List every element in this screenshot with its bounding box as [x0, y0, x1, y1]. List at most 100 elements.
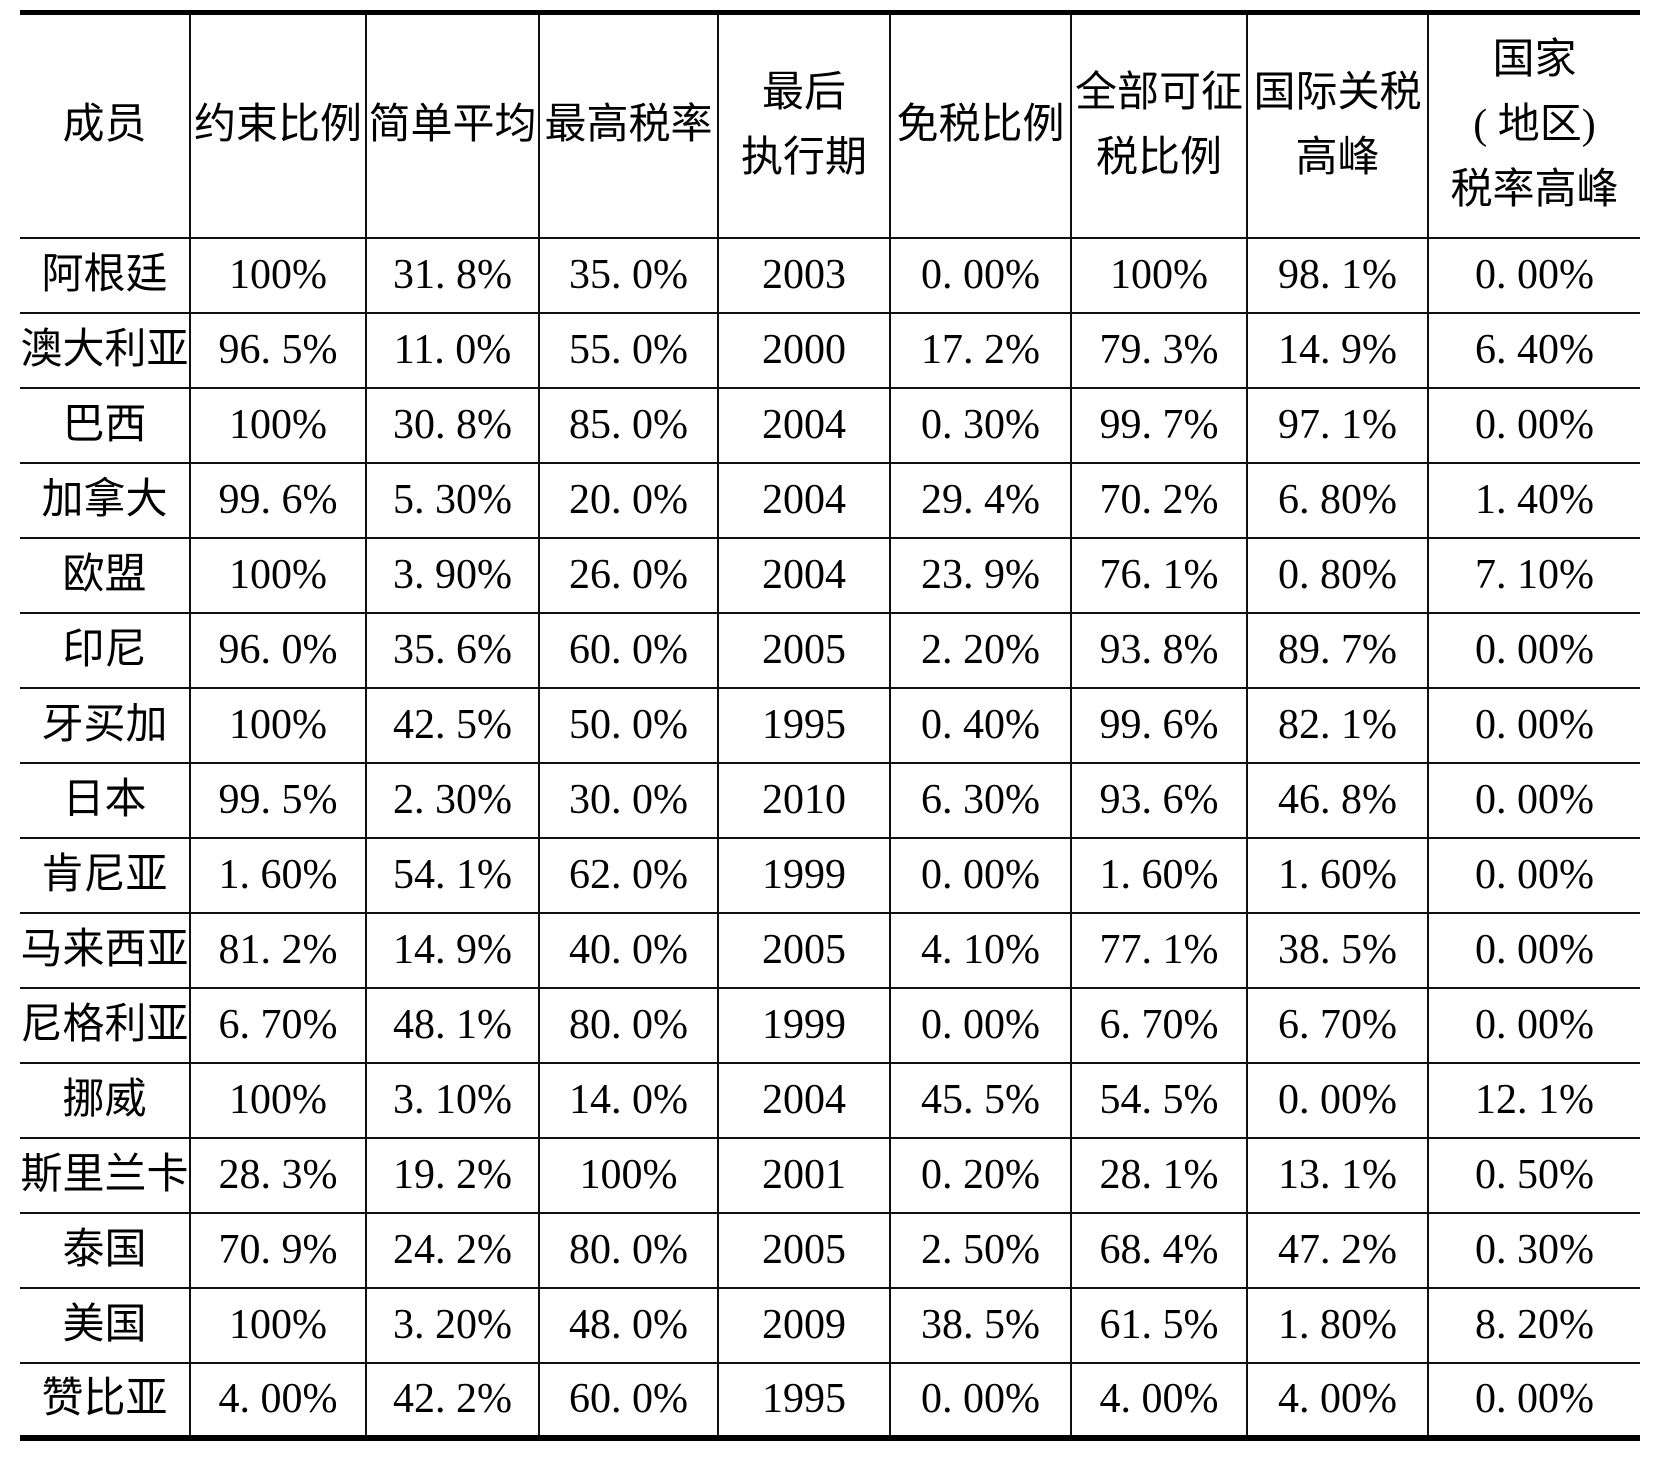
value-cell: 28. 3%	[189, 1136, 367, 1214]
value-cell: 30. 0%	[538, 761, 719, 839]
column-header-bound-ratio: 约束比例	[189, 11, 367, 239]
value-cell: 2005	[717, 1211, 891, 1289]
table-row: 美国 100% 3. 20% 48. 0% 2009 38. 5% 61. 5% 1. 80%…	[20, 1286, 1640, 1364]
member-cell: 澳大利亚	[20, 311, 191, 389]
value-cell: 79. 3%	[1070, 311, 1248, 389]
value-cell: 96. 5%	[189, 311, 367, 389]
value-cell: 0. 00%	[1427, 986, 1640, 1064]
value-cell: 14. 0%	[538, 1061, 719, 1139]
table-row: 阿根廷 100% 31. 8% 35. 0% 2003 0. 00% 100% 98. 1% 0…	[20, 236, 1640, 314]
table-row: 尼格利亚 6. 70% 48. 1% 80. 0% 1999 0. 00% 6. 70% 6.…	[20, 986, 1640, 1064]
value-cell: 2004	[717, 536, 891, 614]
table-row: 马来西亚 81. 2% 14. 9% 40. 0% 2005 4. 10% 77. 1% 38…	[20, 911, 1640, 989]
value-cell: 6. 70%	[189, 986, 367, 1064]
member-cell: 美国	[20, 1286, 191, 1364]
table-row: 日本 99. 5% 2. 30% 30. 0% 2010 6. 30% 93. 6% 46. …	[20, 761, 1640, 839]
value-cell: 80. 0%	[538, 1211, 719, 1289]
value-cell: 1. 60%	[1246, 836, 1429, 914]
value-cell: 6. 40%	[1427, 311, 1640, 389]
tariff-table: 成员 约束比例 简单平均 最高税率 最后 执行期 免税比例 全部可征 税比例 国…	[20, 10, 1640, 1441]
value-cell: 89. 7%	[1246, 611, 1429, 689]
value-cell: 5. 30%	[365, 461, 540, 539]
value-cell: 1995	[717, 1361, 891, 1439]
value-cell: 35. 6%	[365, 611, 540, 689]
value-cell: 47. 2%	[1246, 1211, 1429, 1289]
value-cell: 96. 0%	[189, 611, 367, 689]
member-cell: 阿根廷	[20, 236, 191, 314]
value-cell: 0. 30%	[1427, 1211, 1640, 1289]
value-cell: 29. 4%	[889, 461, 1072, 539]
value-cell: 98. 1%	[1246, 236, 1429, 314]
value-cell: 2004	[717, 1061, 891, 1139]
value-cell: 2005	[717, 911, 891, 989]
value-cell: 0. 40%	[889, 686, 1072, 764]
value-cell: 100%	[189, 386, 367, 464]
value-cell: 4. 00%	[1070, 1361, 1248, 1439]
member-cell: 牙买加	[20, 686, 191, 764]
value-cell: 60. 0%	[538, 1361, 719, 1439]
table-row: 赞比亚 4. 00% 42. 2% 60. 0% 1995 0. 00% 4. 00% 4. …	[20, 1361, 1640, 1439]
member-cell: 尼格利亚	[20, 986, 191, 1064]
value-cell: 0. 00%	[889, 986, 1072, 1064]
value-cell: 2003	[717, 236, 891, 314]
value-cell: 70. 9%	[189, 1211, 367, 1289]
value-cell: 99. 6%	[189, 461, 367, 539]
value-cell: 0. 00%	[1427, 1361, 1640, 1439]
member-cell: 肯尼亚	[20, 836, 191, 914]
member-cell: 泰国	[20, 1211, 191, 1289]
value-cell: 81. 2%	[189, 911, 367, 989]
value-cell: 1. 60%	[189, 836, 367, 914]
value-cell: 3. 90%	[365, 536, 540, 614]
value-cell: 1995	[717, 686, 891, 764]
value-cell: 31. 8%	[365, 236, 540, 314]
member-cell: 挪威	[20, 1061, 191, 1139]
value-cell: 100%	[189, 686, 367, 764]
table-row: 欧盟 100% 3. 90% 26. 0% 2004 23. 9% 76. 1% 0. 80%…	[20, 536, 1640, 614]
value-cell: 6. 70%	[1246, 986, 1429, 1064]
value-cell: 3. 20%	[365, 1286, 540, 1364]
value-cell: 0. 50%	[1427, 1136, 1640, 1214]
member-cell: 斯里兰卡	[20, 1136, 191, 1214]
value-cell: 80. 0%	[538, 986, 719, 1064]
value-cell: 24. 2%	[365, 1211, 540, 1289]
column-header-final-period: 最后 执行期	[717, 11, 891, 239]
value-cell: 48. 1%	[365, 986, 540, 1064]
value-cell: 42. 5%	[365, 686, 540, 764]
value-cell: 11. 0%	[365, 311, 540, 389]
value-cell: 2000	[717, 311, 891, 389]
value-cell: 0. 30%	[889, 386, 1072, 464]
value-cell: 2. 20%	[889, 611, 1072, 689]
value-cell: 55. 0%	[538, 311, 719, 389]
value-cell: 0. 00%	[889, 836, 1072, 914]
value-cell: 82. 1%	[1246, 686, 1429, 764]
value-cell: 14. 9%	[1246, 311, 1429, 389]
value-cell: 6. 70%	[1070, 986, 1248, 1064]
value-cell: 97. 1%	[1246, 386, 1429, 464]
table-row: 印尼 96. 0% 35. 6% 60. 0% 2005 2. 20% 93. 8% 89. …	[20, 611, 1640, 689]
value-cell: 46. 8%	[1246, 761, 1429, 839]
value-cell: 30. 8%	[365, 386, 540, 464]
table-row: 肯尼亚 1. 60% 54. 1% 62. 0% 1999 0. 00% 1. 60% 1. …	[20, 836, 1640, 914]
value-cell: 1. 40%	[1427, 461, 1640, 539]
table-body: 阿根廷 100% 31. 8% 35. 0% 2003 0. 00% 100% 98. 1% 0…	[20, 236, 1640, 1439]
value-cell: 100%	[189, 236, 367, 314]
value-cell: 100%	[189, 1286, 367, 1364]
value-cell: 0. 00%	[1246, 1061, 1429, 1139]
member-cell: 加拿大	[20, 461, 191, 539]
value-cell: 0. 00%	[889, 1361, 1072, 1439]
member-cell: 巴西	[20, 386, 191, 464]
table-row: 泰国 70. 9% 24. 2% 80. 0% 2005 2. 50% 68. 4% 47. …	[20, 1211, 1640, 1289]
member-cell: 马来西亚	[20, 911, 191, 989]
value-cell: 54. 5%	[1070, 1061, 1248, 1139]
value-cell: 17. 2%	[889, 311, 1072, 389]
value-cell: 100%	[1070, 236, 1248, 314]
value-cell: 0. 00%	[1427, 911, 1640, 989]
value-cell: 35. 0%	[538, 236, 719, 314]
value-cell: 6. 80%	[1246, 461, 1429, 539]
value-cell: 6. 30%	[889, 761, 1072, 839]
value-cell: 54. 1%	[365, 836, 540, 914]
value-cell: 13. 1%	[1246, 1136, 1429, 1214]
value-cell: 3. 10%	[365, 1061, 540, 1139]
value-cell: 93. 6%	[1070, 761, 1248, 839]
